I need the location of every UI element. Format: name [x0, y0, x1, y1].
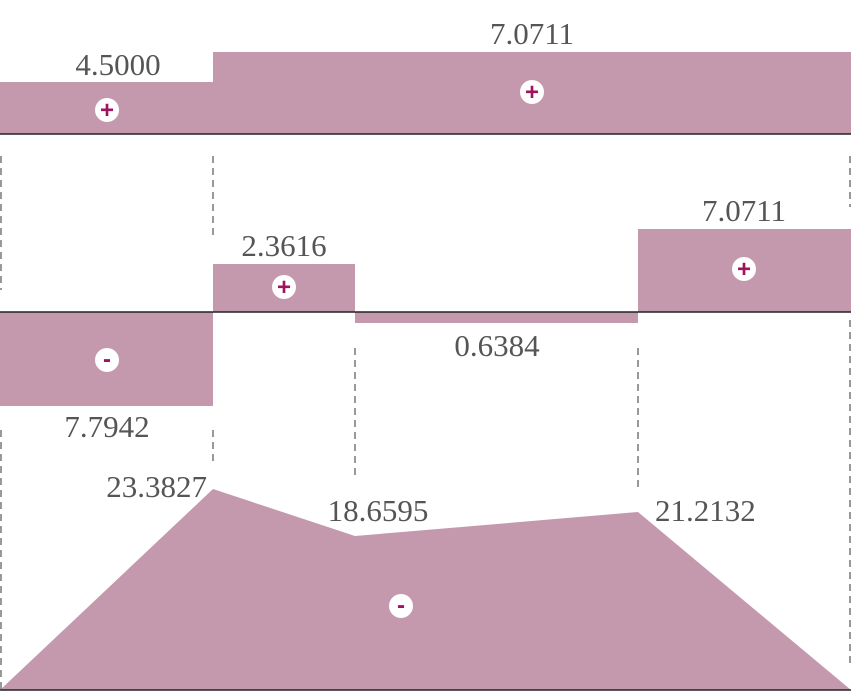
guides-1 — [0, 156, 851, 290]
p2-seg3-fill — [355, 312, 638, 323]
svg-text:-: - — [397, 592, 405, 619]
panel-2: 7.7942 2.3616 0.6384 7.0711 - + + — [0, 193, 851, 444]
svg-text:-: - — [103, 346, 111, 373]
svg-text:+: + — [525, 79, 539, 106]
p3-fill — [0, 489, 851, 690]
p2-seg2-value: 2.3616 — [241, 228, 326, 263]
p3-vertex2-value: 18.6595 — [328, 493, 429, 528]
p2-seg3-value: 0.6384 — [454, 328, 540, 363]
p1-seg1-sign: + — [95, 97, 119, 124]
p1-seg2-sign: + — [520, 79, 544, 106]
p1-seg1-value: 4.5000 — [75, 47, 160, 82]
guides-2 — [0, 320, 851, 690]
p3-vertex1-value: 23.3827 — [106, 469, 207, 504]
p3-sign: - — [389, 592, 413, 619]
p3-vertex3-value: 21.2132 — [655, 493, 756, 528]
p2-seg4-sign: + — [732, 256, 756, 283]
panel-3: 23.3827 18.6595 21.2132 - — [0, 469, 851, 691]
svg-text:+: + — [277, 274, 291, 301]
p2-seg1-value: 7.7942 — [64, 409, 149, 444]
panel-1: 4.5000 7.0711 + + — [0, 16, 851, 135]
p2-seg2-sign: + — [272, 274, 296, 301]
p2-seg4-value: 7.0711 — [702, 193, 786, 228]
svg-text:+: + — [737, 256, 751, 283]
svg-text:+: + — [100, 97, 114, 124]
p2-seg1-sign: - — [95, 346, 119, 373]
p1-seg2-value: 7.0711 — [490, 16, 574, 51]
